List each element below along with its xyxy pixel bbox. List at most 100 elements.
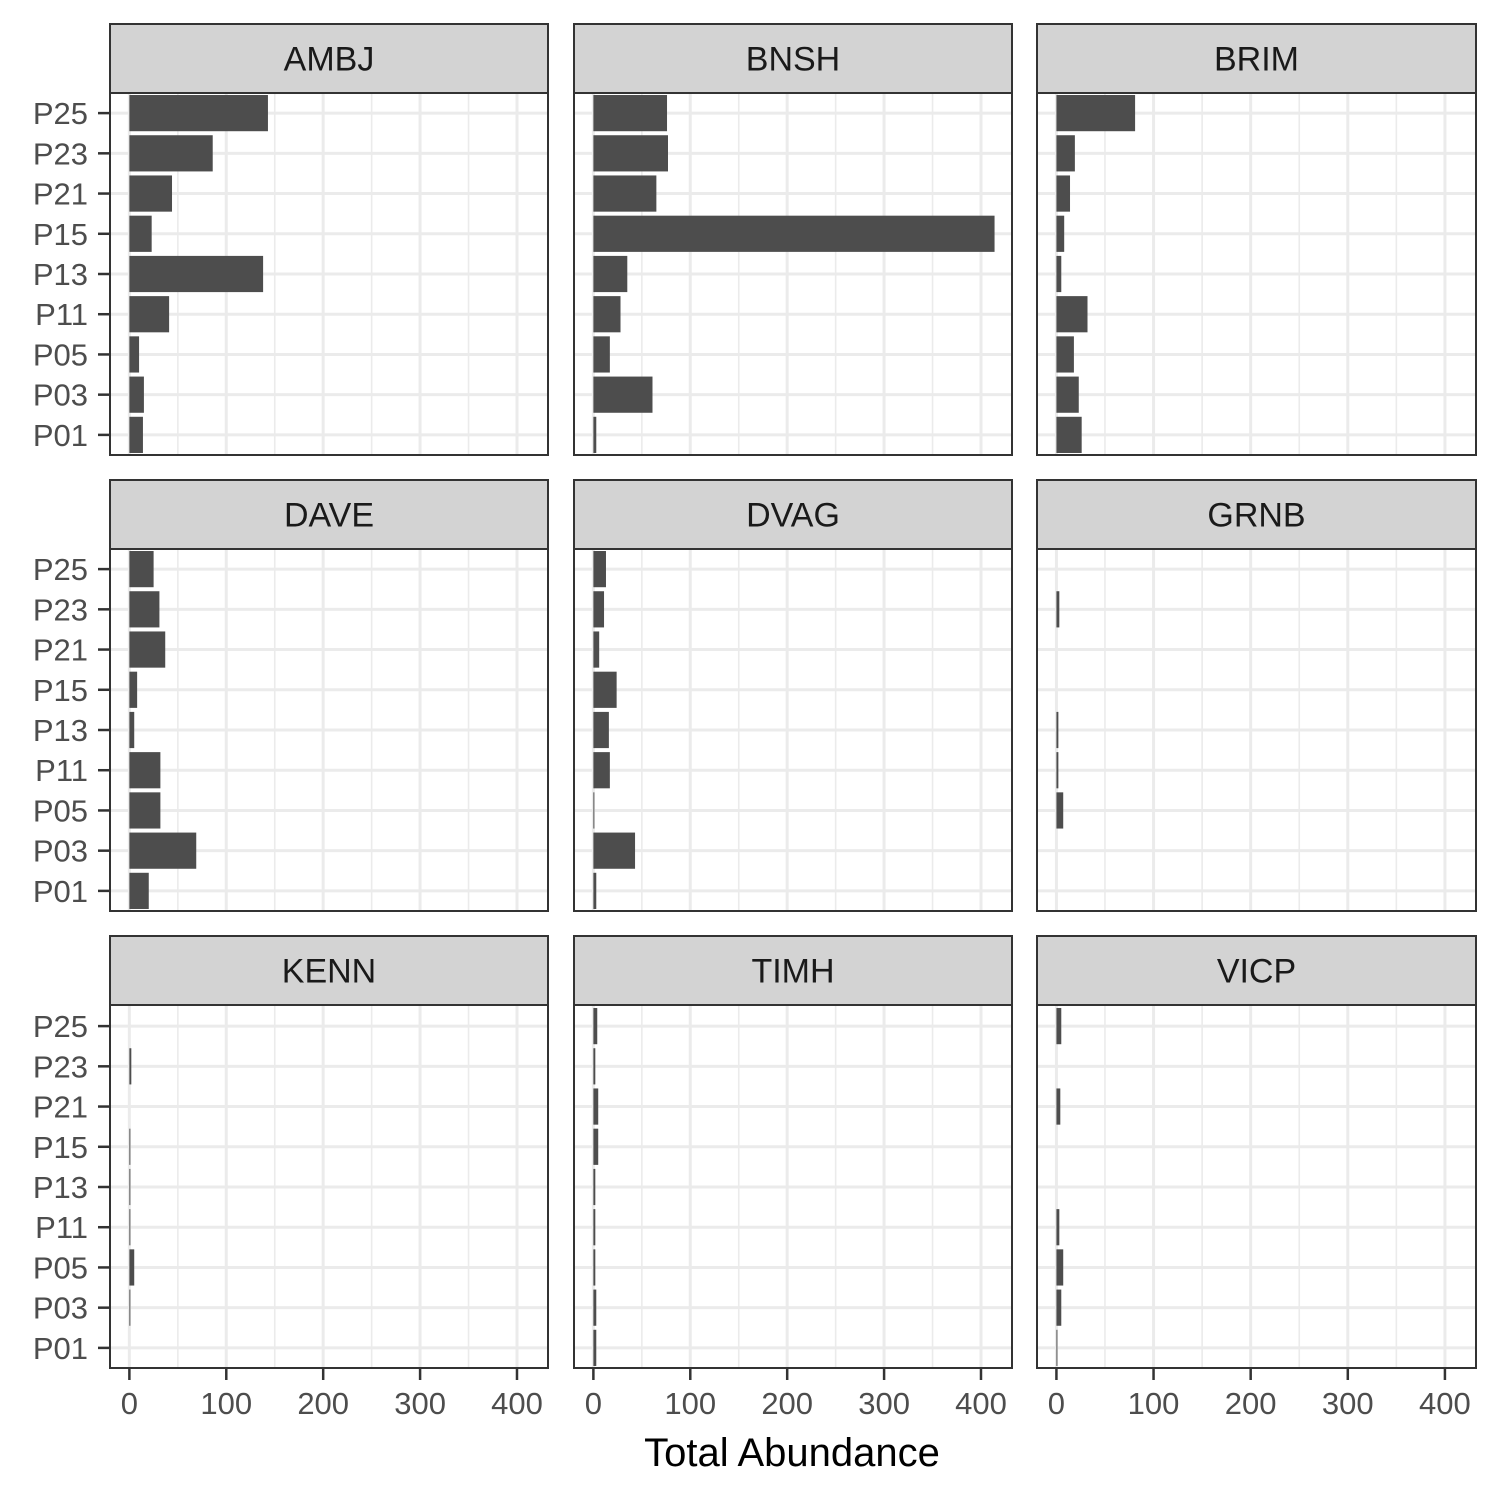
strip-label-kenn: KENN: [282, 953, 376, 991]
bar-dave-p13: [129, 711, 135, 749]
bar-vicp-p01: [1056, 1329, 1058, 1366]
bar-dave-p01: [129, 872, 149, 909]
bar-bnsh-p13: [593, 255, 628, 293]
y-tick-label-p23: P23: [33, 136, 88, 171]
y-tick-label-p01: P01: [33, 1331, 88, 1366]
strip-label-timh: TIMH: [751, 953, 834, 991]
bar-kenn-p13: [129, 1168, 131, 1206]
bar-timh-p11: [593, 1209, 596, 1246]
bar-grnb-p13: [1056, 711, 1059, 749]
bar-dvag-p23: [593, 591, 605, 628]
facet-panel-vicp: VICP 0 100 200 300 400: [1036, 935, 1477, 1421]
facet-panel-ambj: AMBJ P01 P03 P05 P11 P13 P15 P21 P23 P25: [33, 23, 549, 456]
bar-brim-p13: [1056, 255, 1062, 293]
x-axis-title: Total Abundance: [644, 1431, 940, 1475]
bar-brim-p03: [1056, 376, 1079, 413]
y-tick-label-p05: P05: [33, 793, 88, 828]
strip-label-ambj: AMBJ: [284, 41, 375, 79]
bar-bnsh-p15: [593, 215, 995, 252]
bar-ambj-p21: [129, 175, 173, 212]
facet-panel-brim: BRIM: [1036, 23, 1477, 456]
bar-ambj-p03: [129, 376, 144, 413]
strip-dave: [109, 479, 549, 550]
bar-kenn-p15: [129, 1128, 131, 1165]
bar-timh-p15: [593, 1128, 599, 1165]
y-tick-label-p13: P13: [33, 713, 88, 748]
strip-label-vicp: VICP: [1217, 953, 1296, 991]
strip-label-bnsh: BNSH: [746, 41, 840, 79]
strip-dvag: [573, 479, 1013, 550]
bar-dvag-p15: [593, 671, 617, 708]
y-tick-label-p25: P25: [33, 1009, 88, 1044]
facet-panel-kenn: KENN P01 P03 P05 P11 P13 P15 P21 P23 P25 0 100 200 30…: [33, 935, 549, 1421]
bar-timh-p23: [593, 1048, 596, 1085]
y-tick-label-p03: P03: [33, 834, 88, 869]
bar-dave-p03: [129, 832, 197, 869]
strip-ambj: [109, 23, 549, 94]
bar-vicp-p21: [1056, 1088, 1061, 1125]
bar-dvag-p11: [593, 752, 610, 789]
bar-brim-p05: [1056, 336, 1074, 373]
y-tick-label-p21: P21: [33, 1090, 88, 1125]
bar-bnsh-p23: [593, 135, 668, 172]
bar-vicp-p11: [1056, 1209, 1060, 1246]
bar-vicp-p03: [1056, 1289, 1062, 1326]
bar-grnb-p23: [1056, 591, 1060, 628]
strip-label-grnb: GRNB: [1207, 497, 1305, 535]
bar-brim-p01: [1056, 416, 1082, 453]
bar-bnsh-p21: [593, 175, 657, 212]
x-tick-label: 400: [491, 1386, 543, 1421]
bar-kenn-p03: [129, 1289, 131, 1326]
bar-dave-p21: [129, 631, 166, 668]
x-tick-label: 0: [121, 1386, 138, 1421]
y-tick-label-p11: P11: [35, 1210, 88, 1245]
bar-ambj-p05: [129, 336, 140, 373]
bar-dvag-p01: [593, 872, 597, 909]
y-tick-label-p15: P15: [33, 1130, 88, 1165]
x-tick-label: 400: [955, 1386, 1007, 1421]
x-tick-label: 100: [1128, 1386, 1180, 1421]
bar-timh-p21: [593, 1088, 599, 1125]
bar-dave-p23: [129, 591, 160, 628]
bar-bnsh-p25: [593, 95, 668, 132]
y-tick-label-p13: P13: [33, 1170, 88, 1205]
facet-panel-dave: DAVE P01 P03 P05 P11 P13 P15 P21 P23 P25: [33, 479, 549, 912]
x-tick-label: 200: [761, 1386, 813, 1421]
bar-kenn-p23: [129, 1048, 132, 1085]
bar-dvag-p21: [593, 631, 600, 668]
y-tick-label-p05: P05: [33, 1250, 88, 1285]
bar-timh-p25: [593, 1008, 598, 1045]
x-tick-label: 400: [1419, 1386, 1471, 1421]
bar-ambj-p15: [129, 215, 152, 252]
bar-brim-p15: [1056, 215, 1065, 252]
y-tick-label-p11: P11: [35, 297, 88, 332]
bar-timh-p03: [593, 1289, 597, 1326]
y-tick-label-p15: P15: [33, 673, 88, 708]
facet-panels: AMBJ P01 P03 P05 P11 P13 P15 P21 P23 P25 BNSH BRIM D…: [33, 23, 1477, 1421]
bar-brim-p11: [1056, 296, 1088, 333]
y-tick-label-p01: P01: [33, 418, 88, 453]
bar-kenn-p05: [129, 1249, 135, 1286]
bar-bnsh-p11: [593, 296, 621, 333]
bar-ambj-p11: [129, 296, 170, 333]
facet-panel-dvag: DVAG: [573, 479, 1013, 912]
y-tick-label-p23: P23: [33, 592, 88, 627]
strip-label-brim: BRIM: [1214, 41, 1299, 79]
strip-grnb: [1036, 479, 1477, 550]
bar-ambj-p23: [129, 135, 213, 172]
facet-panel-timh: TIMH 0 100 200 300 400: [573, 935, 1013, 1421]
strip-label-dave: DAVE: [284, 497, 374, 535]
strip-label-dvag: DVAG: [746, 497, 840, 535]
y-tick-label-p21: P21: [33, 633, 88, 668]
bar-grnb-p11: [1056, 752, 1059, 789]
bar-vicp-p05: [1056, 1249, 1064, 1286]
y-tick-label-p15: P15: [33, 217, 88, 252]
y-tick-label-p21: P21: [33, 177, 88, 212]
bar-grnb-p05: [1056, 792, 1064, 829]
x-tick-label: 300: [1322, 1386, 1374, 1421]
x-tick-label: 300: [394, 1386, 446, 1421]
bar-brim-p21: [1056, 175, 1071, 212]
strip-vicp: [1036, 935, 1477, 1006]
bar-kenn-p11: [129, 1209, 131, 1246]
y-tick-label-p01: P01: [33, 874, 88, 909]
